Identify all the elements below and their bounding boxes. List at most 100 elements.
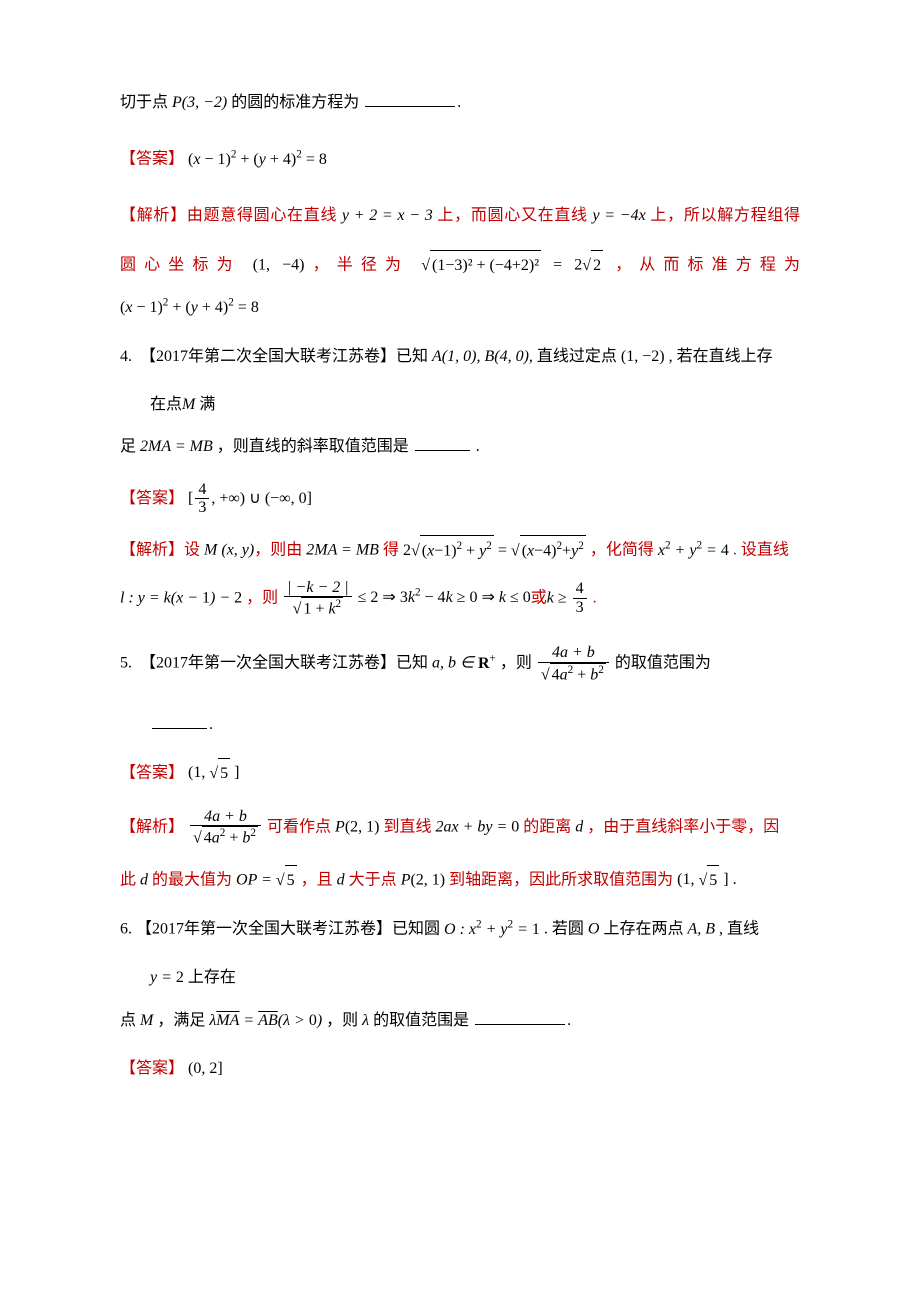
numerator: 4	[195, 481, 209, 500]
fraction: 43	[573, 580, 587, 616]
text: 得	[383, 542, 399, 559]
text: 到轴距离，因此所求取值范围为	[449, 871, 673, 888]
math: (1, −4)	[253, 256, 305, 273]
text: 由题意得圆心在直线	[187, 207, 337, 224]
q4-explain-l2: l : y = k(x − 1) − 2 ，则 | −k − 2 | √1 + …	[120, 579, 800, 619]
q4-stem-l2: 在点M 满	[120, 390, 800, 420]
math: [43, +∞) ∪ (−∞, 0]	[188, 490, 312, 507]
numerator: 4	[573, 580, 587, 599]
q5-answer: 【答案】 (1, √5 ]	[120, 758, 800, 789]
number: 5.	[120, 655, 132, 672]
sqrt: √2	[582, 250, 603, 281]
fill-blank	[415, 434, 470, 451]
text: 满	[195, 396, 215, 413]
text: 设	[184, 542, 200, 559]
q4-explain-l1: 【解析】设 M (x, y)，则由 2MA = MB 得 2√(x−1)2 + …	[120, 535, 800, 567]
text: . 若圆	[544, 921, 584, 938]
text: 到直线	[383, 818, 431, 835]
math: (1, −2)	[621, 348, 665, 365]
document-page: 切于点 P(3, −2) 的圆的标准方程为 . 【答案】 (x − 1)2 + …	[0, 0, 920, 1152]
math: (1, √5 ] .	[677, 871, 736, 888]
denominator: 3	[573, 599, 587, 617]
text: ，则	[500, 655, 536, 672]
math: a, b ∈	[432, 655, 478, 672]
text: , +∞) ∪ (−∞, 0]	[211, 490, 312, 507]
text: 的圆的标准方程为	[231, 94, 359, 111]
text: ，由于直线斜率小于零，因	[583, 818, 779, 835]
fill-blank	[365, 90, 455, 107]
answer-label: 【答案】	[120, 151, 184, 168]
text: , 若在直线上存	[669, 348, 773, 365]
math: M	[140, 1012, 153, 1029]
text: [	[188, 490, 193, 507]
text: ，化简得	[590, 542, 654, 559]
math: (x − 1)2 + (y + 4)2 = 8	[120, 299, 259, 316]
text: 可看作点	[267, 818, 331, 835]
math: 2ax + by = 0	[435, 818, 523, 835]
denominator: √4a2 + b2	[193, 826, 258, 847]
q3-answer: 【答案】 (x − 1)2 + (y + 4)2 = 8	[120, 144, 800, 175]
math: x2 + y2 = 4	[658, 542, 729, 559]
math: d	[337, 871, 349, 888]
answer-label: 【答案】	[120, 764, 184, 781]
fraction: 4a + b √4a2 + b2	[190, 808, 261, 848]
numerator: 4a + b	[552, 644, 595, 661]
sqrt: √5	[276, 865, 297, 896]
math: P(2, 1)	[335, 818, 383, 835]
math: = 2	[553, 256, 582, 273]
math: λ	[362, 1012, 369, 1029]
tag: 【2017年第二次全国大联考江苏卷】	[140, 348, 396, 365]
q3-explain-l2: 圆心坐标为 (1, −4)，半径为 √(1−3)² + (−4+2)² = 2√…	[120, 250, 800, 281]
answer-label: 【答案】	[120, 1060, 184, 1077]
text: 的取值范围为	[615, 655, 711, 672]
answer-label: 【答案】	[120, 490, 184, 507]
math: O	[588, 921, 600, 938]
answer-math: (0, 2]	[188, 1060, 223, 1077]
text: 的距离	[523, 818, 571, 835]
math: ≤ 2 ⇒ 3k2 − 4k ≥ 0 ⇒ k ≤ 0	[358, 589, 531, 606]
text: 直线过定点	[537, 348, 617, 365]
text: ，半径为	[305, 256, 410, 273]
math: y + 2 = x − 3	[342, 207, 438, 224]
text: .	[567, 1012, 571, 1029]
numerator: 4a + b	[204, 808, 247, 825]
denominator: √4a2 + b2	[541, 663, 606, 684]
text: 此	[120, 871, 136, 888]
math: 2√(x−1)2 + y2 = √(x−4)2+y2	[403, 542, 586, 559]
q3-explain-l1: 【解析】由题意得圆心在直线 y + 2 = x − 3 上，而圆心又在直线 y …	[120, 201, 800, 231]
denominator: √1 + k2	[293, 597, 344, 618]
math: 2MA = MB	[306, 542, 383, 559]
math: (1, √5 ]	[188, 764, 239, 781]
q5-explain-l1: 【解析】 4a + b √4a2 + b2 可看作点 P(2, 1) 到直线 2…	[120, 808, 800, 848]
q6-answer: 【答案】 (0, 2]	[120, 1054, 800, 1084]
math: P(2, 1)	[401, 871, 449, 888]
math: R+	[478, 655, 496, 672]
explain-label: 【解析】	[120, 542, 184, 559]
q3-explain-l3: (x − 1)2 + (y + 4)2 = 8	[120, 293, 800, 324]
tag: 【2017年第一次全国大联考江苏卷】	[140, 655, 396, 672]
text: 在点	[150, 396, 182, 413]
text: .	[593, 589, 597, 606]
q4-stem-l3: 足 2MA = MB ，则直线的斜率取值范围是 .	[120, 432, 800, 462]
text: .	[472, 438, 480, 455]
text: 已知	[396, 348, 428, 365]
q6-stem-l3: 点 M ，满足 λMA = AB(λ > 0) ，则 λ 的取值范围是 .	[120, 1006, 800, 1036]
text: .	[457, 94, 461, 111]
q6-stem-l2: y = 2 上存在	[120, 963, 800, 993]
text: , 直线	[719, 921, 759, 938]
text: 已知	[396, 655, 428, 672]
math: A, B	[688, 921, 716, 938]
text: 切于点	[120, 94, 168, 111]
fraction: 4a + b √4a2 + b2	[538, 644, 609, 684]
math: A(1, 0), B(4, 0),	[432, 348, 533, 365]
text: ，则	[246, 589, 278, 606]
text: 上，而圆心又在直线	[437, 207, 587, 224]
number: 4.	[120, 348, 132, 365]
text: 圆心坐标为	[120, 256, 241, 273]
math: OP =	[236, 871, 276, 888]
text: . 设直线	[729, 542, 789, 559]
math: P(3, −2)	[172, 94, 227, 111]
text: ，从而标准方程为	[615, 256, 800, 273]
q5-explain-l2: 此 d 的最大值为 OP = √5 ，且 d 大于点 P(2, 1) 到轴距离，…	[120, 865, 800, 896]
radicand: (1−3)² + (−4+2)²	[430, 250, 541, 281]
